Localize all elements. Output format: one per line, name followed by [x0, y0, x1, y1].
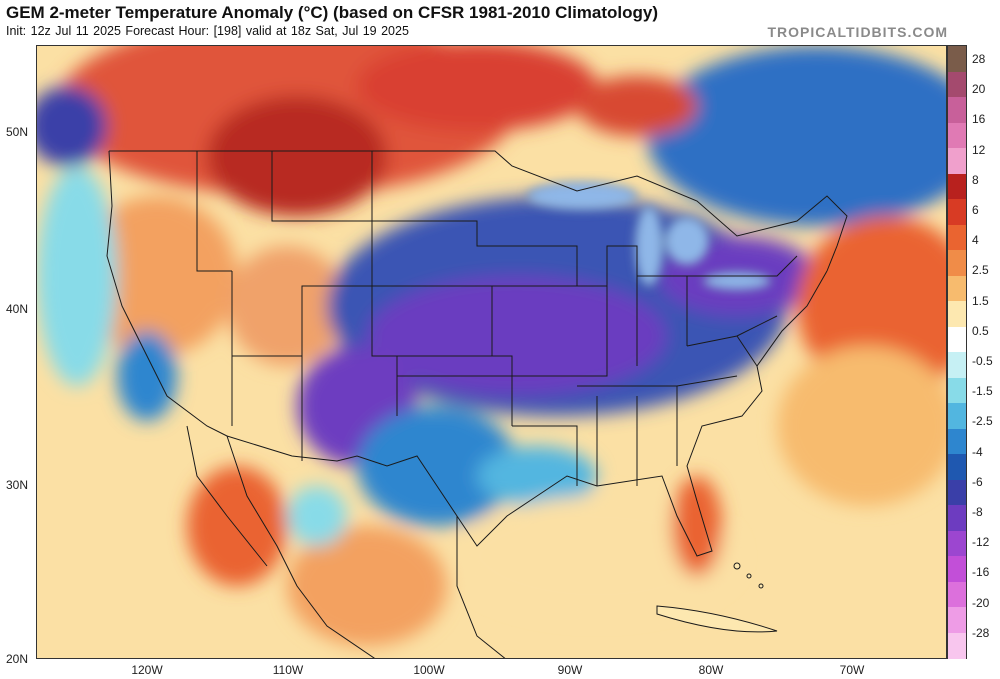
color-scale-label: -4 [972, 444, 983, 459]
lat-label-30n: 30N [5, 478, 28, 492]
color-scale-segment [948, 275, 966, 302]
color-scale-label: -1.5 [972, 384, 993, 399]
brand-watermark[interactable]: TROPICALTIDBITS.COM [767, 24, 948, 40]
color-scale-segment [948, 301, 966, 327]
color-scale-label: -28 [972, 625, 990, 640]
anomaly-map [36, 45, 947, 659]
color-scale-segment [948, 71, 966, 98]
color-scale-label: 0.5 [972, 323, 989, 338]
color-scale-label: 20 [972, 82, 986, 97]
lon-label-110w: 110W [272, 663, 304, 677]
color-scale-segment [948, 403, 966, 429]
color-scale-bar [947, 45, 967, 659]
forecast-info: Init: 12z Jul 11 2025 Forecast Hour: [19… [6, 24, 409, 38]
color-scale-segment [948, 428, 966, 455]
color-scale-segment [948, 454, 966, 480]
color-scale-label: -20 [972, 595, 990, 610]
color-scale-segment [948, 377, 966, 404]
color-scale-segment [948, 607, 966, 633]
color-scale-segment [948, 97, 966, 123]
lon-label-100w: 100W [413, 663, 445, 677]
color-scale-label: -2.5 [972, 414, 993, 429]
lon-label-120w: 120W [131, 663, 163, 677]
lon-label-80w: 80W [698, 663, 724, 677]
color-scale-label: 12 [972, 142, 986, 157]
lon-label-90w: 90W [557, 663, 583, 677]
color-scale-segment [948, 632, 966, 659]
map-title: GEM 2-meter Temperature Anomaly (°C) (ba… [6, 3, 659, 22]
color-scale-segment [948, 46, 966, 72]
color-scale-segment [948, 122, 966, 149]
map-canvas [37, 46, 946, 658]
color-scale-segment [948, 199, 966, 225]
lon-label-70w: 70W [839, 663, 865, 677]
color-scale-label: 1.5 [972, 293, 989, 308]
color-scale-label: 6 [972, 203, 979, 217]
color-scale-label: -8 [972, 505, 983, 519]
color-scale-label: -12 [972, 535, 990, 550]
color-scale-label: 8 [972, 172, 979, 187]
color-scale-segment [948, 148, 966, 174]
color-scale-label: 28 [972, 52, 986, 66]
color-scale-label: -0.5 [972, 354, 993, 368]
color-scale-segment [948, 479, 966, 506]
color-scale-segment [948, 505, 966, 531]
lat-label-40n: 40N [5, 302, 28, 316]
color-scale-segment [948, 250, 966, 276]
color-scale-label: 16 [972, 112, 986, 127]
lat-label-50n: 50N [5, 125, 28, 139]
color-scale-segment [948, 224, 966, 251]
color-scale-segment [948, 326, 966, 353]
color-scale-segment [948, 556, 966, 582]
lat-label-20n: 20N [5, 652, 28, 666]
color-scale-segment [948, 173, 966, 200]
color-scale-segment [948, 530, 966, 557]
color-scale-segment [948, 352, 966, 378]
color-scale-label: 4 [972, 233, 979, 248]
color-scale-label: -16 [972, 565, 990, 580]
color-scale-segment [948, 581, 966, 608]
color-scale-label: 2.5 [972, 263, 989, 278]
color-scale-label: -6 [972, 474, 983, 489]
